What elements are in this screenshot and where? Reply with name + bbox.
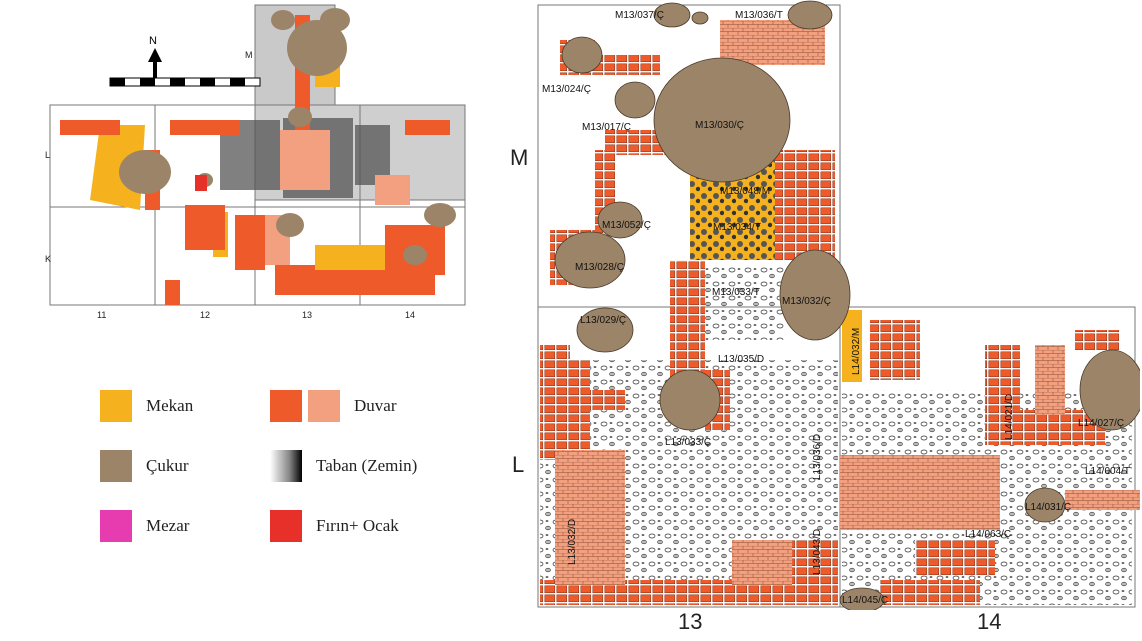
feature-m13-037: M13/037/Ç	[615, 10, 664, 21]
north-arrow-icon	[148, 48, 162, 78]
overview-row-label-m: M	[245, 50, 253, 60]
detail-row-label-m: M	[510, 145, 529, 170]
detail-mekan-l14	[842, 310, 862, 382]
overview-scale-bar	[109, 77, 261, 87]
overview-grid-outline	[49, 104, 466, 306]
legend-item-taban: Taban (Zemin)	[270, 450, 417, 482]
feature-l13-033: L13/033/Ç	[665, 437, 711, 448]
legend-label-firin: Fırın+ Ocak	[316, 516, 399, 535]
legend-swatch-firin	[270, 510, 302, 542]
legend-swatch-mekan	[100, 390, 132, 422]
legend-swatch-duvar-light	[308, 390, 340, 422]
feature-l14-045: L14/045/Ç	[842, 595, 888, 606]
feature-l14-031: L14/031/Ç	[1025, 502, 1071, 513]
overview-col-label-14: 14	[405, 310, 415, 320]
detail-row-label-l: L	[512, 452, 525, 477]
north-label: N	[149, 35, 157, 47]
feature-l13-035: L13/035/D	[718, 354, 764, 365]
overview-col-label-12: 12	[200, 310, 210, 320]
feature-m13-017: M13/017/Ç	[582, 122, 631, 133]
overview-row-label-l: L	[45, 150, 50, 160]
legend-swatch-mezar	[100, 510, 132, 542]
feature-l14-027: L14/027/Ç	[1078, 418, 1124, 429]
feature-l13-032: L13/032/D	[567, 519, 578, 565]
legend-label-taban: Taban (Zemin)	[316, 456, 418, 475]
feature-l13-036: L13/036/D	[812, 434, 823, 480]
feature-m13-034: M13/034/T	[713, 222, 761, 233]
feature-l14-063: L14/063/Ç	[965, 529, 1011, 540]
legend-swatch-duvar-dark	[270, 390, 302, 422]
legend-label-mekan: Mekan	[146, 396, 194, 415]
detail-pits	[554, 0, 1142, 613]
overview-grid-k11	[51, 208, 154, 304]
feature-l14-032: L14/032/M	[851, 328, 862, 375]
overview-col-label-11: 11	[97, 310, 106, 320]
feature-l14-004: L14/004/T	[1085, 466, 1130, 477]
legend-item-mekan: Mekan	[100, 390, 193, 422]
legend-item-firin: Fırın+ Ocak	[270, 510, 399, 542]
overview-row-label-k: K	[45, 254, 51, 264]
detail-feature-labels: M13/037/Ç M13/036/T M13/024/Ç M13/017/Ç …	[542, 10, 1130, 606]
legend-swatch-cukur	[100, 450, 132, 482]
overview-map: N M L K 11 12 13 14	[45, 0, 475, 325]
legend-label-cukur: Çukur	[146, 456, 189, 475]
detail-plan-svg: M13/037/Ç M13/036/T M13/024/Ç M13/017/Ç …	[537, 0, 1142, 613]
detail-col-label-14: 14	[977, 609, 1002, 634]
feature-l13-029: L13/029/Ç	[580, 315, 626, 326]
detail-map: M13/037/Ç M13/036/T M13/024/Ç M13/017/Ç …	[520, 0, 1142, 615]
feature-m13-048: M13/048/M	[720, 186, 770, 197]
overview-plan-svg: N M L K 11 12 13 14	[45, 4, 466, 320]
feature-m13-032: M13/032/Ç	[782, 296, 831, 307]
overview-firin	[195, 175, 207, 191]
feature-m13-028: M13/028/Ç	[575, 262, 624, 273]
legend-item-duvar: Duvar	[270, 390, 396, 422]
feature-l13-043: L13/043/D	[812, 529, 823, 575]
feature-m13-024: M13/024/Ç	[542, 84, 591, 95]
detail-col-label-13: 13	[678, 609, 703, 634]
feature-m13-052: M13/052/Ç	[602, 220, 651, 231]
legend-item-mezar: Mezar	[100, 510, 189, 542]
legend-label-mezar: Mezar	[146, 516, 190, 535]
overview-col-label-13: 13	[302, 310, 312, 320]
feature-m13-036: M13/036/T	[735, 10, 783, 21]
feature-m13-033: M13/033/T	[712, 287, 760, 298]
legend-label-duvar: Duvar	[354, 396, 397, 415]
feature-m13-030: M13/030/Ç	[695, 120, 744, 131]
overview-walls-light	[265, 130, 410, 265]
feature-l14-021: L14/021/D	[1004, 394, 1015, 440]
legend-swatch-taban	[270, 450, 302, 482]
legend-item-cukur: Çukur	[100, 450, 189, 482]
